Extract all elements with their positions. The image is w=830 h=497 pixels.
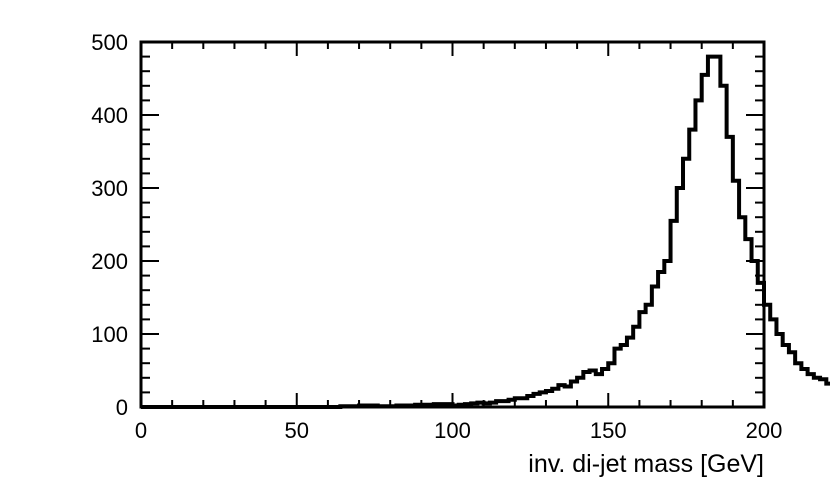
x-tick-label: 0 (135, 418, 147, 443)
axis-ticks (140, 41, 765, 408)
y-tick-label: 0 (116, 395, 128, 420)
x-tick-label: 100 (434, 418, 471, 443)
x-axis-label: inv. di-jet mass [GeV] (528, 450, 764, 478)
y-tick-label: 400 (91, 103, 128, 128)
x-tick-label: 200 (746, 418, 783, 443)
x-tick-labels: 0 50 100 150 200 (135, 418, 782, 443)
y-tick-label: 500 (91, 30, 128, 55)
x-tick-label: 150 (590, 418, 627, 443)
y-tick-label: 200 (91, 249, 128, 274)
y-tick-label: 100 (91, 322, 128, 347)
y-tick-labels: 0 100 200 300 400 500 (91, 30, 128, 420)
histogram-series-line (141, 54, 830, 409)
x-tick-label: 50 (285, 418, 309, 443)
y-tick-label: 300 (91, 176, 128, 201)
